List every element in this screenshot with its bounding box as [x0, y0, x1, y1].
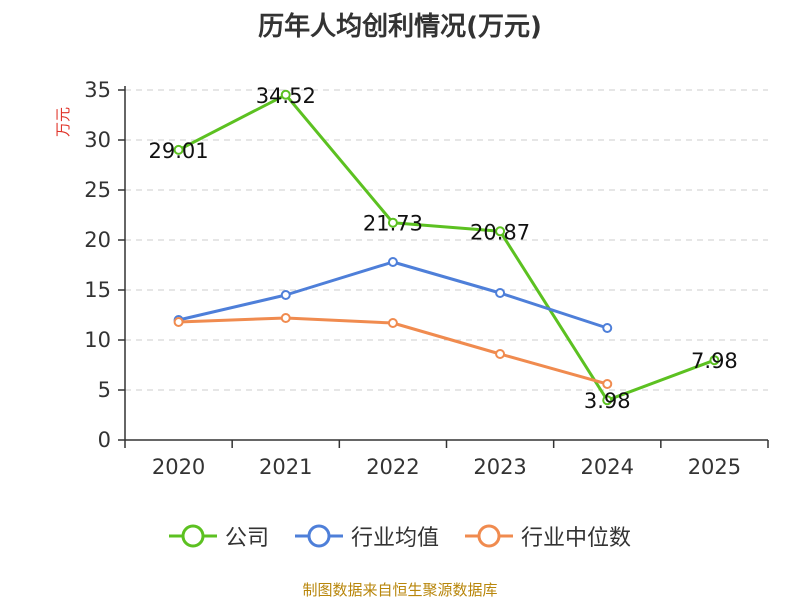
y-tick-label: 30 [84, 128, 111, 152]
x-tick-label: 2023 [473, 455, 526, 479]
data-point [387, 217, 398, 228]
data-point [280, 89, 291, 100]
data-point [709, 355, 720, 366]
y-tick-label: 10 [84, 328, 111, 352]
legend-label-industry-median: 行业中位数 [521, 526, 632, 551]
legend-item-industry-median[interactable]: 行业中位数 [465, 520, 631, 552]
y-tick-label: 35 [84, 78, 111, 102]
data-point [602, 379, 613, 389]
data-point [280, 313, 291, 323]
chart-title: 历年人均创利情况(万元) [258, 12, 542, 42]
source-note: 制图数据来自恒生聚源数据库 [302, 581, 498, 599]
data-point [495, 349, 506, 359]
series-line-0 [177, 93, 715, 402]
data-point [602, 323, 613, 333]
data-label: 7.98 [691, 349, 738, 373]
y-tick-label: 20 [84, 228, 111, 252]
x-tick-label: 2024 [581, 455, 634, 479]
legend-swatch-industry-mean [294, 524, 343, 548]
series-lines [173, 89, 720, 406]
y-tick-label: 5 [98, 378, 111, 402]
legend-swatch-industry-median [465, 524, 513, 548]
data-point [173, 144, 184, 155]
data-point [495, 288, 506, 298]
data-point [387, 257, 398, 267]
data-label: 20.87 [470, 220, 530, 244]
grid-lines [125, 89, 768, 391]
legend-label-company: 公司 [224, 526, 269, 551]
y-tick-label: 15 [84, 278, 111, 302]
data-label: 34.52 [256, 84, 316, 108]
data-point [495, 226, 506, 237]
data-label: 29.01 [149, 139, 209, 163]
x-tick-label: 2021 [259, 455, 312, 479]
x-tick-label: 2020 [152, 455, 205, 479]
x-tick-label: 2022 [366, 455, 419, 479]
y-tick-label: 0 [98, 428, 111, 452]
y-axis-label: 万元 [54, 107, 72, 137]
data-label: 21.73 [363, 212, 423, 236]
data-point [173, 317, 184, 327]
data-label: 3.98 [584, 389, 631, 413]
y-tick-label: 25 [84, 178, 111, 202]
data-labels: 29.01 34.52 21.73 20.87 3.98 7.98 [149, 84, 738, 413]
x-tick-label: 2025 [688, 455, 741, 479]
data-point [602, 395, 613, 406]
legend-label-industry-mean: 行业均值 [350, 526, 439, 551]
legend: 公司 行业均值 行业中位数 [0, 520, 800, 552]
legend-item-company[interactable]: 公司 [168, 520, 269, 552]
legend-swatch-company [168, 524, 217, 548]
legend-item-industry-mean[interactable]: 行业均值 [294, 520, 439, 552]
data-point [387, 318, 398, 328]
data-point [280, 290, 291, 300]
